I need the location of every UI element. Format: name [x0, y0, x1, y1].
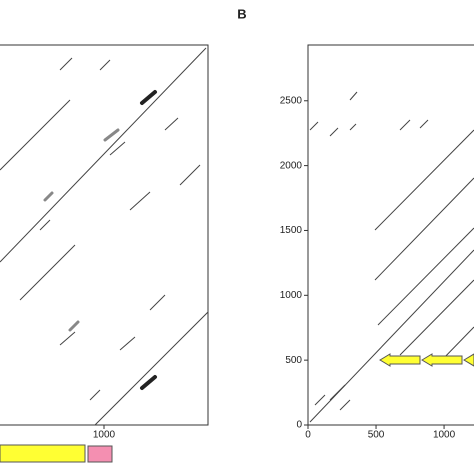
y-tick-label: 1000 [280, 290, 303, 301]
panel-title: B [237, 6, 246, 21]
gene-arrow [0, 444, 86, 463]
gene-arrows [379, 353, 474, 367]
x-tick-label: 1000 [433, 430, 456, 441]
y-tick-label: 1500 [280, 225, 303, 236]
y-tick-label: 0 [296, 420, 302, 431]
panel-frame [307, 44, 474, 426]
dot-segments [309, 91, 474, 423]
x-tick-label: 0 [305, 430, 311, 441]
panel-frame [0, 44, 209, 426]
y-tick-label: 2500 [280, 95, 303, 106]
x-tick-label: 1000 [93, 430, 116, 441]
y-tick-label: 2000 [280, 160, 303, 171]
gene-box [87, 445, 113, 463]
y-tick-label: 500 [285, 355, 302, 366]
dot-segments [0, 47, 208, 425]
x-tick-label: 500 [368, 430, 385, 441]
